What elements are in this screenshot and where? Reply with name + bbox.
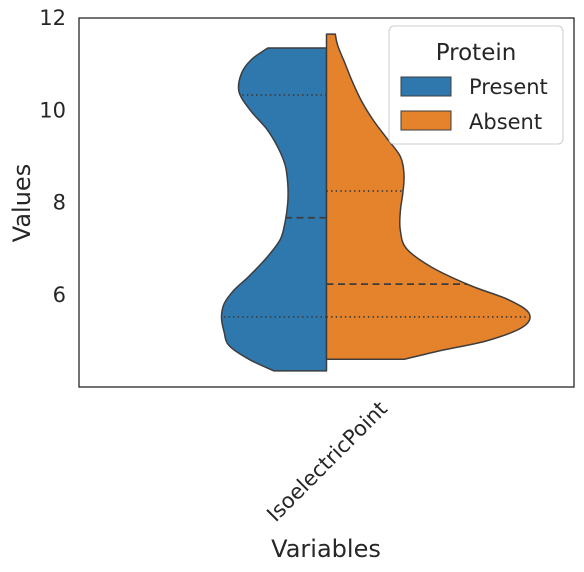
y-tick-label: 10 bbox=[39, 98, 66, 122]
plot-frame bbox=[78, 17, 575, 388]
y-tick-label: 6 bbox=[53, 283, 66, 307]
legend-label-present: Present bbox=[469, 75, 548, 99]
legend-title: Protein bbox=[436, 40, 517, 66]
violin-body-absent bbox=[325, 33, 531, 361]
x-axis-label: Variables bbox=[271, 535, 381, 563]
y-tick-label: 8 bbox=[53, 191, 66, 215]
y-tick-label: 12 bbox=[39, 6, 66, 30]
legend-swatch-present bbox=[400, 76, 452, 97]
y-axis-label: Values bbox=[8, 164, 36, 242]
violin-body-present bbox=[220, 47, 328, 372]
violin-half-absent bbox=[325, 33, 531, 361]
legend-label-absent: Absent bbox=[469, 110, 542, 134]
legend-swatch-absent bbox=[400, 110, 452, 131]
y-axis-ticks: 6 8 10 12 bbox=[39, 6, 66, 307]
violin-half-present bbox=[220, 47, 328, 372]
plot-area bbox=[220, 33, 531, 372]
legend: Protein Present Absent bbox=[388, 25, 564, 145]
